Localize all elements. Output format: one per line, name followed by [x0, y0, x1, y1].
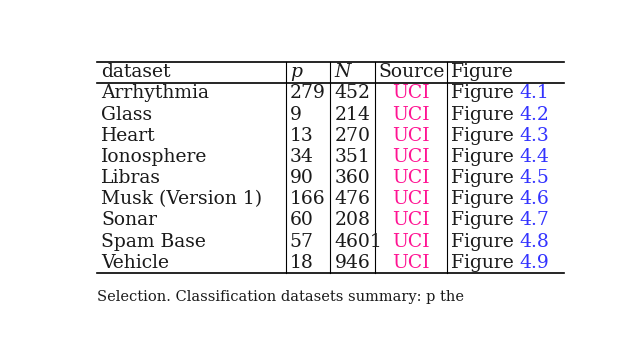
- Text: 351: 351: [335, 148, 370, 166]
- Text: Vehicle: Vehicle: [101, 254, 170, 272]
- Text: Glass: Glass: [101, 105, 152, 123]
- Text: UCI: UCI: [392, 105, 430, 123]
- Text: Figure: Figure: [451, 84, 520, 102]
- Text: 34: 34: [290, 148, 314, 166]
- Text: 360: 360: [335, 169, 370, 187]
- Text: Figure: Figure: [451, 190, 520, 208]
- Text: Figure: Figure: [451, 211, 520, 230]
- Text: 452: 452: [335, 84, 371, 102]
- Text: 476: 476: [335, 190, 371, 208]
- Text: UCI: UCI: [392, 84, 430, 102]
- Text: Selection. Classification datasets summary: p the: Selection. Classification datasets summa…: [97, 290, 465, 304]
- Text: Source: Source: [378, 63, 444, 81]
- Text: UCI: UCI: [392, 233, 430, 251]
- Text: Libras: Libras: [101, 169, 161, 187]
- Text: 4.3: 4.3: [520, 127, 550, 145]
- Text: Figure: Figure: [451, 63, 514, 81]
- Text: Figure: Figure: [451, 169, 520, 187]
- Text: 57: 57: [290, 233, 314, 251]
- Text: 4.6: 4.6: [520, 190, 550, 208]
- Text: 4.1: 4.1: [520, 84, 550, 102]
- Text: 214: 214: [335, 105, 371, 123]
- Text: 90: 90: [290, 169, 314, 187]
- Text: UCI: UCI: [392, 211, 430, 230]
- Text: 4.9: 4.9: [520, 254, 550, 272]
- Text: UCI: UCI: [392, 169, 430, 187]
- Text: Musk (Version 1): Musk (Version 1): [101, 190, 262, 208]
- Text: 4.7: 4.7: [520, 211, 550, 230]
- Text: Figure: Figure: [451, 148, 520, 166]
- Text: UCI: UCI: [392, 190, 430, 208]
- Text: Spam Base: Spam Base: [101, 233, 206, 251]
- Text: Ionosphere: Ionosphere: [101, 148, 208, 166]
- Text: Figure: Figure: [451, 254, 520, 272]
- Text: 270: 270: [335, 127, 371, 145]
- Text: 279: 279: [290, 84, 326, 102]
- Text: 4.5: 4.5: [520, 169, 550, 187]
- Text: UCI: UCI: [392, 254, 430, 272]
- Text: Heart: Heart: [101, 127, 156, 145]
- Text: 4601: 4601: [335, 233, 382, 251]
- Text: Figure: Figure: [451, 233, 520, 251]
- Text: dataset: dataset: [101, 63, 171, 81]
- Text: 9: 9: [290, 105, 301, 123]
- Text: Arrhythmia: Arrhythmia: [101, 84, 209, 102]
- Text: Figure: Figure: [451, 105, 520, 123]
- Text: 4.8: 4.8: [520, 233, 550, 251]
- Text: p: p: [290, 63, 302, 81]
- Text: Figure: Figure: [451, 127, 520, 145]
- Text: 18: 18: [290, 254, 314, 272]
- Text: UCI: UCI: [392, 127, 430, 145]
- Text: 4.2: 4.2: [520, 105, 550, 123]
- Text: 4.4: 4.4: [520, 148, 550, 166]
- Text: 166: 166: [290, 190, 325, 208]
- Text: UCI: UCI: [392, 148, 430, 166]
- Text: 946: 946: [335, 254, 370, 272]
- Text: N: N: [335, 63, 351, 81]
- Text: Sonar: Sonar: [101, 211, 157, 230]
- Text: 13: 13: [290, 127, 314, 145]
- Text: 208: 208: [335, 211, 371, 230]
- Text: 60: 60: [290, 211, 314, 230]
